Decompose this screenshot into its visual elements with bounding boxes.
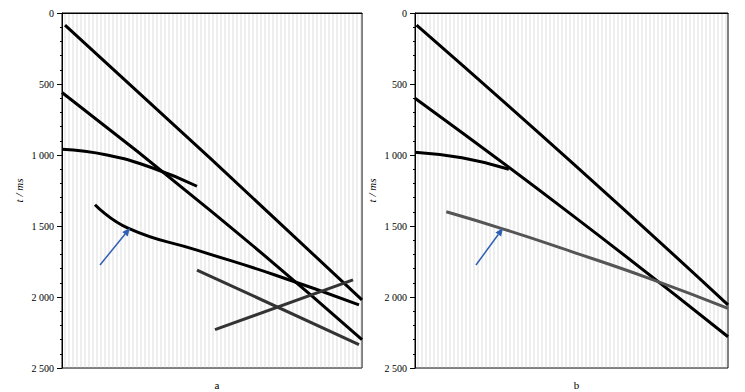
svg-text:t / ms: t / ms <box>13 179 25 203</box>
svg-text:500: 500 <box>392 79 407 90</box>
svg-text:2 500: 2 500 <box>32 363 55 374</box>
svg-text:2 000: 2 000 <box>385 292 408 303</box>
svg-text:1 000: 1 000 <box>32 150 55 161</box>
svg-text:t / ms: t / ms <box>366 179 378 203</box>
svg-text:b: b <box>574 379 580 391</box>
svg-text:1 500: 1 500 <box>385 221 408 232</box>
svg-text:0: 0 <box>49 8 54 19</box>
svg-text:500: 500 <box>39 79 54 90</box>
svg-text:2 500: 2 500 <box>385 363 408 374</box>
svg-text:a: a <box>215 379 220 391</box>
svg-text:0: 0 <box>402 8 407 19</box>
svg-text:1 000: 1 000 <box>385 150 408 161</box>
svg-text:2 000: 2 000 <box>32 292 55 303</box>
svg-text:1 500: 1 500 <box>32 221 55 232</box>
